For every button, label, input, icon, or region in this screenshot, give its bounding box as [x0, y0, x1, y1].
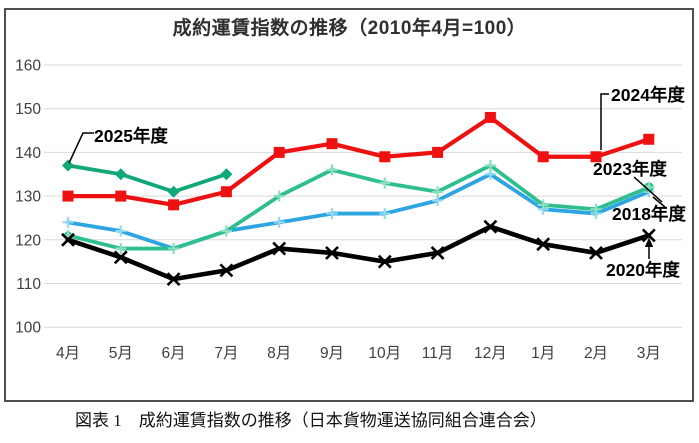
data-point-x: [641, 228, 656, 243]
data-point-x: [536, 237, 551, 252]
data-point-x: [61, 232, 75, 247]
data-point-plus: [379, 208, 391, 220]
data-point-square: [326, 138, 338, 150]
data-point-plus: [115, 225, 127, 237]
data-point-plus: [273, 190, 285, 202]
x-axis-tick-label: 12月: [474, 345, 507, 362]
data-point-plus: [537, 199, 549, 211]
y-axis-tick-label: 160: [15, 58, 41, 75]
x-axis-tick-label: 6月: [162, 345, 186, 362]
y-axis-tick-label: 120: [15, 232, 41, 249]
chart-frame: [4, 8, 694, 402]
data-point-square: [432, 146, 444, 158]
data-point-diamond: [114, 168, 127, 181]
callout-leader-line: [68, 132, 94, 164]
data-point-square: [379, 151, 391, 163]
data-point-square: [220, 186, 232, 198]
x-axis-tick-label: 4月: [56, 345, 80, 362]
data-point-plus: [115, 243, 127, 255]
x-axis-tick-label: 5月: [109, 345, 133, 362]
data-point-diamond: [167, 185, 180, 198]
data-point-x: [166, 272, 181, 287]
data-point-square: [590, 151, 602, 163]
chart-title: 成約運賃指数の推移（2010年4月=100）: [172, 18, 527, 39]
data-point-square: [62, 190, 74, 202]
series-callout-label: 2023年度: [593, 159, 667, 179]
callout-arrowhead: [644, 237, 654, 247]
series-line-2018年度: [66, 172, 651, 251]
series-callout-label: 2018年度: [612, 204, 686, 224]
callout-leader-line: [652, 196, 666, 208]
data-point-x: [483, 219, 498, 234]
data-point-plus: [326, 208, 338, 220]
data-point-x: [325, 245, 339, 260]
series-callout-label: 2025年度: [94, 126, 168, 146]
data-point-x: [430, 245, 445, 260]
data-point-plus: [326, 164, 338, 176]
data-point-square: [273, 146, 285, 158]
data-point-plus: [273, 216, 285, 228]
data-point-plus: [220, 225, 232, 237]
figure-caption: 図表 1 成約運賃指数の推移（日本貨物運送協同組合連合会）: [75, 411, 547, 430]
x-axis-tick-label: 3月: [637, 345, 661, 362]
series-line-2020年度: [65, 224, 652, 282]
series-callout-label: 2020年度: [606, 260, 680, 280]
callout-leader-line: [633, 176, 663, 203]
data-point-plus: [168, 243, 180, 255]
series-line-2024年度: [65, 115, 651, 207]
x-axis-tick-label: 1月: [531, 345, 555, 362]
data-point-plus: [484, 160, 496, 172]
data-point-plus: [590, 203, 602, 215]
y-axis-tick-label: 140: [15, 145, 41, 162]
data-point-plus: [379, 177, 391, 189]
series-line-2025年度: [66, 163, 229, 194]
data-point-x: [589, 245, 603, 260]
x-axis-tick-label: 10月: [368, 345, 401, 362]
x-axis-tick-label: 2月: [584, 345, 608, 362]
series-line-2023年度: [66, 163, 651, 251]
data-point-x: [272, 241, 287, 256]
x-axis-tick-label: 8月: [267, 345, 291, 362]
callout-leader-line: [600, 93, 609, 150]
data-point-plus: [432, 186, 444, 198]
y-axis-tick-label: 110: [16, 276, 41, 293]
x-axis-tick-label: 11月: [422, 345, 454, 362]
x-axis-tick-label: 9月: [320, 345, 344, 362]
data-point-square: [115, 190, 127, 202]
data-point-square: [484, 111, 496, 123]
data-point-diamond: [220, 168, 233, 181]
data-point-x: [377, 254, 392, 269]
data-point-plus: [62, 216, 74, 228]
series-callout-label: 2024年度: [611, 85, 685, 105]
data-point-square: [643, 133, 655, 145]
data-point-square: [537, 151, 549, 163]
data-point-x: [113, 250, 128, 265]
data-point-diamond: [62, 159, 74, 172]
y-axis-tick-label: 100: [15, 320, 41, 337]
x-axis-tick-label: 7月: [214, 345, 238, 362]
y-axis-tick-label: 150: [15, 101, 41, 118]
data-point-square: [168, 199, 180, 211]
y-axis-tick-label: 130: [15, 189, 41, 206]
data-point-x: [219, 263, 234, 278]
